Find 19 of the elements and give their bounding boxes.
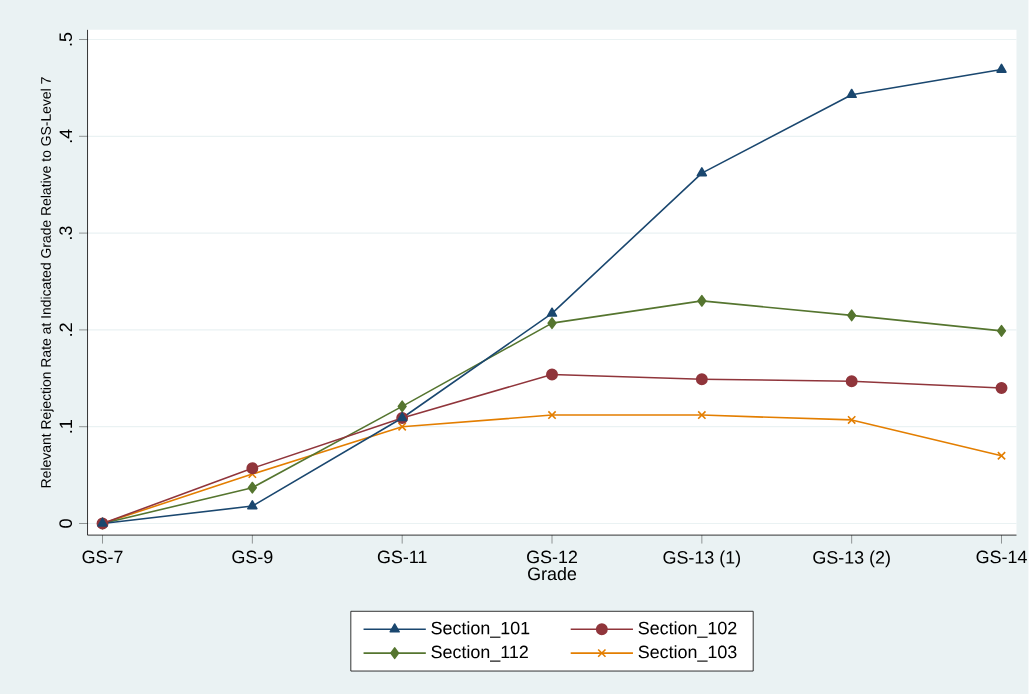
y-tick-label: 0: [59, 519, 73, 528]
y-tick-label: .3: [59, 226, 73, 239]
y-tick-label: .1: [59, 419, 73, 433]
x-tick-label: GS-12: [527, 550, 577, 564]
legend-label: Section_101: [431, 621, 530, 638]
x-tick-label: GS-13 (2): [813, 550, 890, 568]
y-axis-title: Relevant Rejection Rate at Indicated Grade Relative to GS-Level 7: [40, 77, 54, 488]
x-tick-label: GS-9: [232, 550, 273, 564]
legend-label: Section_102: [638, 621, 737, 638]
y-tick-label: .2: [59, 323, 73, 336]
x-tick-label: GS-11: [377, 550, 427, 564]
x-tick-label: GS-7: [82, 550, 123, 564]
x-axis-title: Grade: [528, 566, 577, 581]
y-tick-label: .5: [59, 32, 73, 46]
y-tick-label: .4: [59, 129, 73, 143]
x-tick-label: GS-14: [976, 550, 1027, 564]
x-tick-label: GS-13 (1): [663, 550, 741, 568]
legend-label: Section_103: [638, 645, 737, 662]
legend-label: Section_112: [431, 645, 528, 662]
